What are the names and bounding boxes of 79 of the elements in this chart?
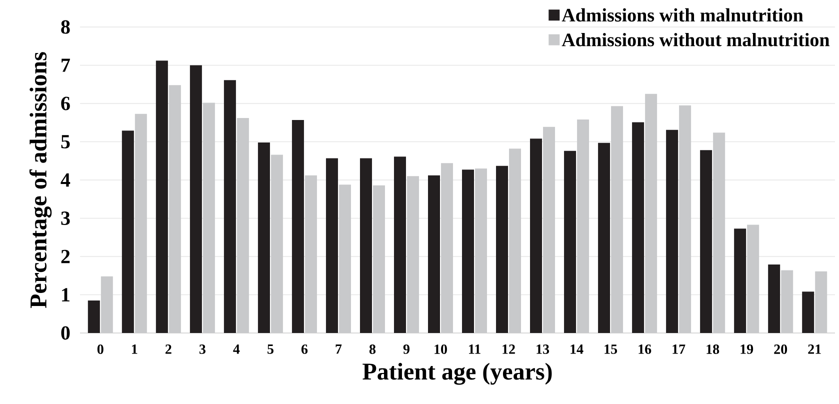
bar — [258, 142, 270, 333]
bar — [304, 175, 317, 333]
x-tick-label: 17 — [672, 344, 686, 354]
x-tick-label: 4 — [233, 344, 240, 354]
x-tick-label: 6 — [301, 344, 308, 354]
bar — [632, 122, 644, 333]
bar — [577, 120, 590, 333]
bar — [88, 300, 100, 333]
y-tick-label: 2 — [61, 250, 70, 264]
bar — [428, 175, 440, 333]
bar — [781, 270, 794, 333]
x-tick-label: 1 — [132, 344, 138, 354]
bar — [645, 94, 658, 333]
y-tick-label: 3 — [61, 212, 70, 225]
bar — [564, 150, 576, 333]
bar — [462, 170, 474, 333]
x-tick-label: 18 — [706, 344, 720, 354]
bar — [202, 102, 215, 333]
y-axis-title: Percentage of admissions — [29, 52, 52, 308]
bar — [598, 142, 610, 333]
bar — [768, 264, 780, 333]
bar — [802, 292, 814, 333]
bar — [530, 138, 542, 333]
x-tick-label: 12 — [502, 344, 515, 354]
x-tick-label: 8 — [369, 344, 376, 354]
x-tick-label: 2 — [166, 344, 172, 354]
y-tick-label: 6 — [61, 96, 70, 110]
legend-label: Admissions without malnutrition — [562, 32, 830, 46]
x-tick-label: 15 — [604, 344, 618, 354]
bar — [666, 130, 678, 333]
bar — [168, 85, 181, 333]
x-tick-label: 0 — [97, 344, 104, 354]
bar — [700, 150, 712, 333]
y-tick-label: 1 — [62, 288, 70, 302]
x-tick-label: 20 — [774, 344, 788, 354]
x-tick-label: 14 — [570, 344, 584, 354]
bar — [611, 106, 624, 333]
bar — [270, 154, 283, 333]
bar — [509, 148, 522, 333]
bar — [734, 228, 746, 333]
bar — [326, 158, 338, 333]
x-tick-label: 19 — [740, 344, 754, 354]
bar — [747, 224, 760, 333]
x-tick-label: 3 — [199, 344, 206, 354]
bar — [190, 65, 202, 333]
bar — [496, 166, 508, 333]
y-tick-label: 5 — [61, 135, 70, 148]
bar — [406, 176, 419, 333]
bar — [372, 185, 385, 333]
bar — [224, 80, 236, 333]
bar — [543, 126, 556, 333]
bar — [134, 114, 147, 333]
bar — [360, 158, 372, 333]
x-tick-label: 10 — [434, 344, 447, 354]
bar — [122, 130, 134, 333]
bar — [815, 271, 828, 333]
x-tick-label: 9 — [403, 344, 410, 354]
x-tick-label: 7 — [336, 344, 342, 354]
x-tick-label: 11 — [469, 344, 480, 354]
x-tick-label: 21 — [808, 344, 821, 354]
x-tick-label: 5 — [268, 344, 274, 354]
x-tick-label: 16 — [638, 344, 652, 354]
bar — [440, 163, 453, 333]
bar — [338, 184, 351, 333]
x-tick-label: 13 — [536, 344, 550, 354]
bar — [156, 60, 168, 333]
bar — [100, 276, 113, 333]
y-tick-label: 8 — [61, 20, 70, 34]
bar — [475, 168, 488, 333]
bar — [679, 105, 692, 333]
bar — [394, 156, 406, 333]
x-axis-title: Patient age (years) — [362, 362, 552, 385]
y-tick-label: 7 — [62, 58, 70, 72]
bar — [713, 132, 726, 333]
bar — [292, 120, 304, 333]
y-tick-label: 4 — [60, 173, 70, 187]
y-tick-label: 0 — [61, 326, 70, 340]
bar — [236, 118, 249, 333]
legend-label: Admissions with malnutrition — [562, 8, 804, 22]
